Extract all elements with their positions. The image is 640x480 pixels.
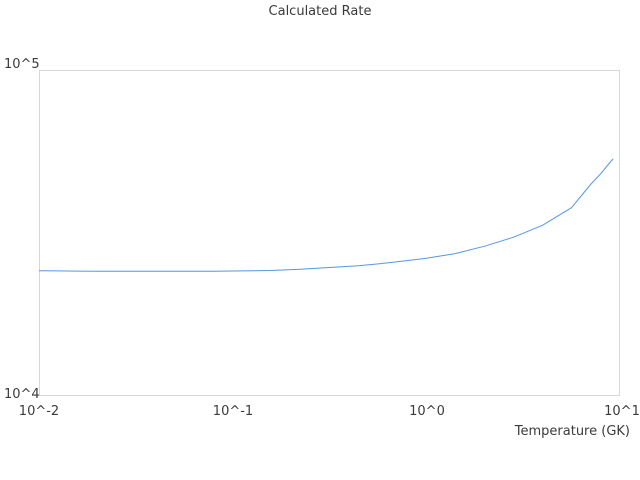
x-tick-label-1e-2: 10^-2 bbox=[18, 404, 60, 419]
x-axis-title: Temperature (GK) bbox=[514, 424, 630, 439]
x-tick-label-1e-1: 10^-1 bbox=[212, 404, 254, 419]
y-tick-label-1e5: 10^5 bbox=[4, 57, 40, 72]
plot-border bbox=[39, 70, 620, 396]
x-tick-label-1e0: 10^0 bbox=[409, 404, 445, 419]
chart-title: Calculated Rate bbox=[268, 4, 372, 19]
x-tick-label-1e1: 10^1 bbox=[604, 404, 640, 419]
plot-area bbox=[39, 70, 620, 396]
rate-line bbox=[39, 158, 614, 272]
y-tick-label-1e4: 10^4 bbox=[4, 387, 40, 402]
